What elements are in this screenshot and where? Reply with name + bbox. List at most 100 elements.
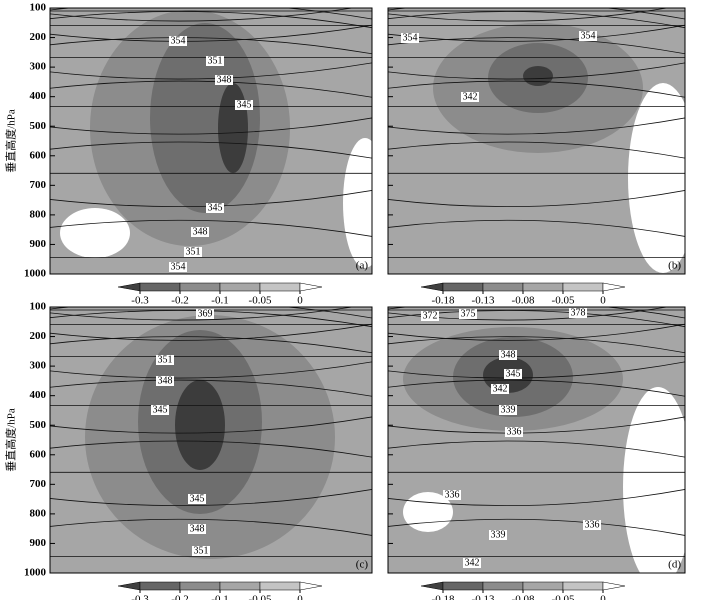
contour-label: 345: [190, 493, 205, 504]
contour-line: [388, 8, 670, 22]
contour-label: 351: [158, 354, 173, 365]
contour-label: 336: [445, 489, 460, 500]
colorbar-tick-label: -0.3: [131, 594, 149, 600]
contour-line: [388, 518, 685, 536]
colorbar-box: [562, 581, 604, 591]
colorbar-box: [482, 581, 524, 591]
contour-label-bg: [499, 405, 517, 415]
colorbar-tick-label: -0.2: [171, 295, 188, 307]
contour-label: 369: [198, 308, 213, 319]
contour-label: 348: [193, 226, 208, 237]
contour-label-bg: [206, 56, 224, 66]
contour-label: 351: [186, 246, 201, 257]
contour-label-bg: [401, 33, 419, 43]
panel-label: (a): [356, 260, 369, 272]
contour-line: [50, 8, 372, 20]
contour-line: [50, 336, 372, 354]
y-tick-label: 900: [30, 238, 47, 250]
colorbar-tick-label: -0.13: [472, 594, 495, 600]
panel-label: (b): [668, 260, 681, 272]
panel-field: [50, 8, 372, 274]
panel-frame: [49, 7, 373, 275]
colorbar-box: [482, 282, 524, 292]
colorbar-box: [179, 581, 221, 591]
shaded-region: [60, 208, 130, 258]
shaded-region: [628, 83, 685, 273]
y-tick-label: 200: [30, 31, 47, 43]
colorbar-tick-label: 0: [600, 295, 606, 307]
colorbar-tick-label: -0.08: [512, 295, 535, 307]
colorbar-tick-label: -0.05: [249, 594, 272, 600]
panel-field: [388, 307, 685, 573]
contour-label: 345: [237, 99, 252, 110]
colorbar-box: [442, 282, 484, 292]
contour-line: [388, 361, 685, 379]
colorbar-tick-label: -0.08: [512, 594, 535, 600]
contour-label-bg: [169, 262, 187, 272]
colorbar-box: [139, 581, 181, 591]
contour-line: [50, 361, 372, 379]
contour-line: [50, 80, 372, 98]
contour-label: 348: [158, 375, 173, 386]
contour-line: [388, 11, 685, 29]
panel-field: [388, 8, 685, 274]
contour-line: [50, 379, 372, 397]
contour-label-bg: [156, 376, 174, 386]
contour-label: 345: [506, 368, 521, 379]
shaded-region: [218, 83, 248, 173]
contour-line: [50, 62, 372, 80]
contour-line: [388, 190, 685, 208]
colorbar-low: [117, 282, 141, 292]
y-tick-label: 1000: [24, 268, 47, 280]
contour-label: 354: [403, 32, 418, 43]
colorbar-box: [179, 282, 221, 292]
y-tick-label: 600: [30, 448, 47, 460]
shaded-region: [623, 387, 685, 573]
contour-line: [50, 11, 372, 29]
contour-label-bg: [151, 405, 169, 415]
y-tick-label: 800: [30, 507, 47, 519]
y-tick-label: 500: [30, 120, 47, 132]
contour-label: 336: [507, 426, 522, 437]
panel: 354 354 342 (b) -0.18 -0.13 -0.08 -0.05 0: [387, 7, 686, 307]
contour-label: 378: [571, 307, 586, 318]
colorbar-box: [219, 282, 261, 292]
colorbar-tick-label: -0.13: [472, 295, 495, 307]
contour-label-bg: [463, 558, 481, 568]
contour-label: 351: [208, 55, 223, 66]
y-tick-label: 800: [30, 208, 47, 220]
contour-label-bg: [421, 311, 439, 321]
shaded-region: [403, 492, 453, 532]
contour-label-bg: [169, 36, 187, 46]
contour-label-bg: [569, 308, 587, 318]
contour-label-bg: [583, 520, 601, 530]
colorbar-tick-label: -0.1: [211, 295, 228, 307]
contour-label-bg: [156, 355, 174, 365]
y-tick-label: 200: [30, 330, 47, 342]
contour-label: 372: [423, 310, 438, 321]
contour-label-bg: [459, 309, 477, 319]
contour-line: [388, 80, 685, 98]
contour-label: 354: [171, 261, 186, 272]
y-tick-label: 400: [30, 389, 47, 401]
contour-label: 354: [581, 30, 596, 41]
colorbar-low: [117, 581, 141, 591]
colorbar-tick-label: -0.05: [552, 594, 575, 600]
contour-label-bg: [489, 530, 507, 540]
colorbar-tick-label: -0.18: [432, 295, 455, 307]
contour-line: [50, 307, 355, 321]
contour-line: [50, 219, 372, 237]
contour-label-bg: [491, 384, 509, 394]
contour-label: 345: [208, 202, 223, 213]
colorbar-high: [602, 282, 626, 292]
contour-line: [50, 141, 372, 159]
contour-label-bg: [191, 227, 209, 237]
colorbar-tick-label: -0.2: [171, 594, 188, 600]
shaded-region: [175, 380, 225, 470]
colorbar-high: [299, 282, 323, 292]
contour-line: [388, 307, 685, 319]
y-tick-label: 500: [30, 419, 47, 431]
colorbar-low: [420, 581, 444, 591]
